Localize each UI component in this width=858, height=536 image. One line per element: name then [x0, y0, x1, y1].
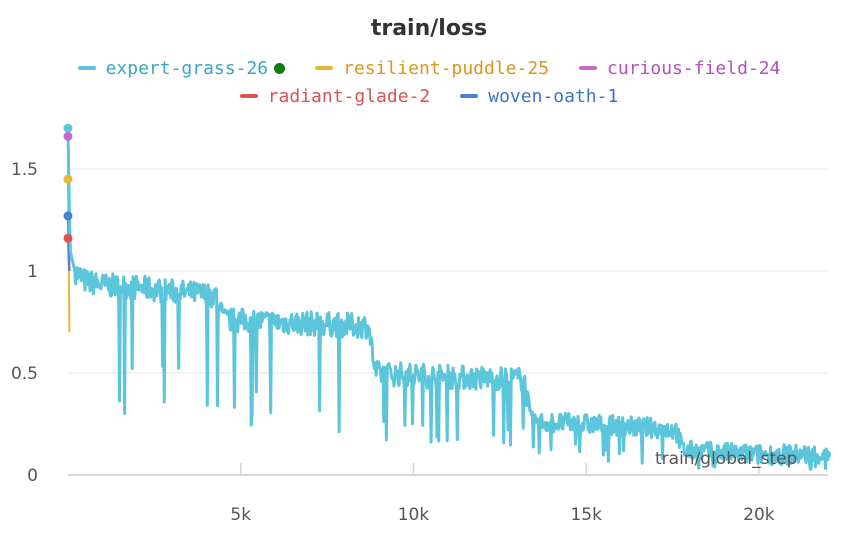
x-tick-label: 20k: [743, 505, 775, 525]
y-tick-label: 1.5: [11, 160, 38, 180]
series-start-marker-radiant-glade-2: [63, 233, 73, 243]
series-start-marker-resilient-puddle-25: [63, 174, 73, 184]
x-axis-overlay-label: train/global_step: [655, 449, 797, 469]
series-start-marker-woven-oath-1: [63, 211, 73, 221]
legend-item-resilient-puddle-25[interactable]: resilient-puddle-25: [315, 58, 549, 79]
legend-label: expert-grass-26: [105, 57, 269, 79]
series-line-expert-grass-26[interactable]: [66, 128, 830, 471]
legend-row-1: expert-grass-26 resilient-puddle-25 curi…: [0, 54, 858, 82]
legend-item-expert-grass-26[interactable]: expert-grass-26: [77, 57, 286, 79]
y-tick-label: 0.5: [11, 364, 38, 384]
legend-label: radiant-glade-2: [267, 85, 431, 107]
chart-title: train/loss: [370, 16, 488, 41]
legend-row-2: radiant-glade-2 woven-oath-1: [0, 82, 858, 110]
legend-item-radiant-glade-2[interactable]: radiant-glade-2: [239, 85, 431, 107]
legend-swatch-icon: [460, 94, 479, 98]
series-start-marker-expert-grass-26: [63, 123, 73, 133]
series-start-markers: [63, 123, 831, 460]
series-layer: [66, 128, 830, 471]
y-tick-label: 0: [27, 466, 38, 486]
y-tick-label: 1: [27, 262, 38, 282]
x-tick-label: 15k: [570, 505, 602, 525]
series-end-marker-expert-grass-26: [821, 449, 831, 460]
legend-swatch-icon: [239, 94, 258, 98]
x-tick-label: 10k: [398, 505, 430, 525]
legend-swatch-icon: [77, 66, 96, 70]
legend-swatch-icon: [579, 66, 598, 70]
legend-swatch-icon: [315, 66, 334, 70]
y-axis: 0 0.5 1 1.5: [11, 160, 38, 486]
legend-item-curious-field-24[interactable]: curious-field-24: [579, 58, 780, 79]
series-start-marker-curious-field-24: [63, 131, 73, 141]
active-run-dot-icon: [274, 62, 286, 74]
legend-label: curious-field-24: [607, 57, 781, 79]
legend-label: woven-oath-1: [488, 85, 619, 107]
legend: expert-grass-26 resilient-puddle-25 curi…: [0, 54, 858, 110]
legend-label: resilient-puddle-25: [343, 57, 550, 79]
x-axis: 5k 10k 15k 20k: [230, 505, 774, 525]
x-tick-label: 5k: [230, 505, 251, 525]
legend-item-woven-oath-1[interactable]: woven-oath-1: [460, 86, 618, 107]
